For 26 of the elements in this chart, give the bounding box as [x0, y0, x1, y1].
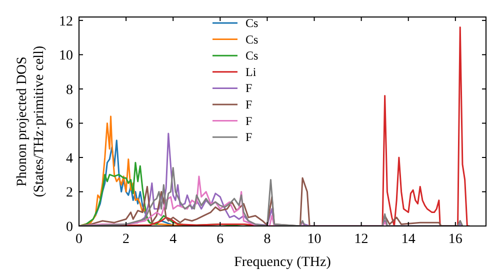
legend-label: Li	[246, 64, 257, 79]
x-tick-label: 0	[76, 232, 82, 247]
x-tick-label: 2	[122, 232, 130, 247]
x-tick-label: 12	[354, 232, 368, 247]
legend-label: F	[246, 98, 252, 112]
x-tick-label: 16	[448, 232, 462, 247]
x-tick-label: 8	[264, 232, 271, 247]
legend-label: F	[246, 81, 252, 96]
y-tick-label: 8	[66, 82, 73, 98]
x-tick-label: 14	[401, 232, 416, 247]
x-tick-label: 10	[307, 232, 322, 247]
y-tick-label: 12	[59, 14, 73, 30]
x-axis-title: Frequency (THz)	[234, 255, 332, 270]
legend-label: Cs	[246, 16, 259, 30]
legend-label: Cs	[246, 32, 259, 46]
y-tick-label: 10	[59, 48, 73, 64]
legend-label: F	[246, 130, 252, 144]
y-axis-title: Phonon projected DOS (States/THz·primitive cell)	[15, 46, 47, 198]
x-tick-label: 6	[216, 232, 224, 247]
y-tick-label: 2	[66, 186, 73, 201]
legend-label: Cs	[246, 48, 259, 63]
x-tick-label: 4	[170, 232, 177, 247]
y-tick-label: 4	[66, 151, 73, 166]
legend-label: F	[246, 114, 252, 128]
y-tick-label: 6	[66, 117, 73, 132]
y-tick-label: 0	[66, 220, 73, 235]
